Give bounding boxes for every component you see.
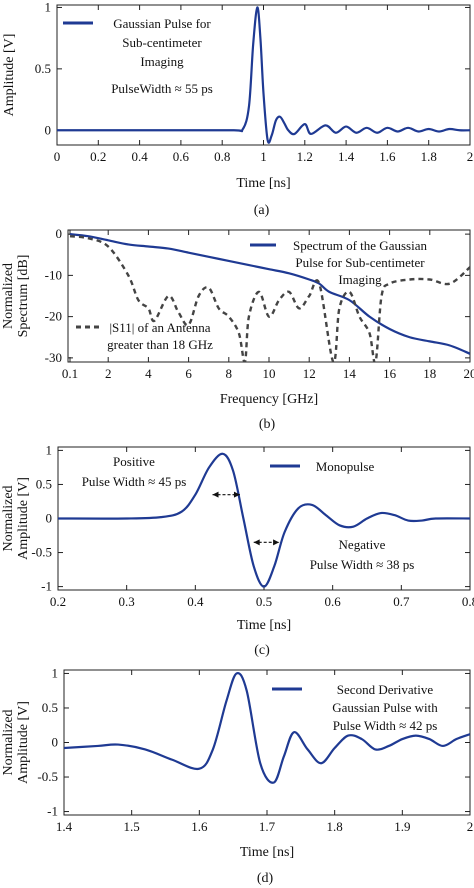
- x-tick-label: 0.6: [325, 594, 342, 609]
- annotation-pulse-width: PulseWidth ≈ 55 ps: [111, 81, 213, 96]
- x-tick-label: 10: [263, 366, 276, 381]
- positive-width-arrow-head-left: [212, 491, 219, 498]
- y-tick-label: -1: [47, 804, 58, 819]
- x-axis-label: Time [ns]: [240, 845, 294, 860]
- series-line-2: [69, 234, 470, 362]
- x-tick-label: 14: [343, 366, 357, 381]
- y-tick-label: -0.5: [31, 545, 52, 560]
- x-tick-label: 1.9: [394, 819, 410, 834]
- y-axis-label: Amplitude [V]: [2, 34, 17, 117]
- x-tick-label: 0.2: [90, 149, 106, 164]
- x-tick-label: 0: [54, 149, 61, 164]
- y-tick-label: -30: [45, 350, 62, 365]
- x-tick-label: 1.7: [259, 819, 276, 834]
- y-tick-label: 0: [56, 226, 63, 241]
- series-line-1: [57, 6, 470, 144]
- x-tick-label: 20: [464, 366, 474, 381]
- legend-label: Monopulse: [316, 459, 375, 474]
- y-tick-label: -20: [45, 309, 62, 324]
- x-tick-label: 12: [303, 366, 316, 381]
- series-line-1: [64, 672, 470, 784]
- legend-label: Second Derivative: [337, 682, 434, 697]
- panel-caption: (d): [257, 871, 274, 886]
- chart-panel-d: 1.4 1.5 1.6 1.7 1.8 1.9 2 1 0.5 0 -0.5 -1 Time [ns] (…: [1, 665, 473, 886]
- chart-panel-c: 0.2 0.3 0.4 0.5 0.6 0.7 0.8 1 0.5 0 -0.5 -1 Time [ns…: [1, 442, 474, 658]
- legend-label: |S11| of an Antenna: [109, 320, 210, 335]
- x-tick-label: 2: [467, 819, 474, 834]
- y-axis-label: Amplitude [V]: [16, 477, 31, 560]
- x-tick-label: 0.3: [119, 594, 135, 609]
- x-tick-label: 0.7: [393, 594, 410, 609]
- x-tick-label: 18: [423, 366, 436, 381]
- y-tick-label: -10: [45, 267, 62, 282]
- series-line-1: [58, 452, 470, 588]
- y-tick-label: 0: [46, 511, 53, 526]
- legend-label: greater than 18 GHz: [107, 337, 213, 352]
- x-tick-label: 0.2: [50, 594, 66, 609]
- x-tick-label: 0.8: [462, 594, 474, 609]
- x-tick-label: 0.4: [187, 594, 204, 609]
- x-tick-label: 0.5: [256, 594, 272, 609]
- x-tick-label: 0.6: [173, 149, 190, 164]
- annotation-negative: Negative: [339, 537, 386, 552]
- x-tick-label: 6: [185, 366, 192, 381]
- x-tick-label: 0.8: [214, 149, 230, 164]
- y-tick-label: -0.5: [37, 769, 58, 784]
- y-axis-label: Normalized: [1, 485, 16, 551]
- x-tick-label: 0.4: [131, 149, 148, 164]
- annotation-positive: Positive: [113, 454, 155, 469]
- x-tick-label: 4: [145, 366, 152, 381]
- x-tick-label: 16: [383, 366, 397, 381]
- annotation-negative: Pulse Width ≈ 38 ps: [310, 557, 415, 572]
- x-tick-label: 1.5: [124, 819, 140, 834]
- x-tick-label: 1.6: [379, 149, 396, 164]
- y-tick-label: 0: [52, 735, 59, 750]
- y-tick-label: 0.5: [36, 476, 52, 491]
- x-tick-label: 1.8: [421, 149, 437, 164]
- y-axis-label: Spectrum [dB]: [16, 255, 31, 338]
- legend-label: Pulse Width ≈ 42 ps: [333, 718, 438, 733]
- x-tick-label: 1.6: [191, 819, 208, 834]
- legend-label: Gaussian Pulse for: [113, 16, 211, 31]
- x-tick-label: 2: [467, 149, 474, 164]
- x-axis-label: Time [ns]: [237, 618, 291, 633]
- x-tick-label: 1.4: [338, 149, 355, 164]
- legend-label: Imaging: [338, 272, 382, 287]
- legend-label: Pulse for Sub-centimeter: [295, 255, 425, 270]
- positive-width-arrow-head-right: [233, 491, 240, 498]
- legend-label: Gaussian Pulse with: [332, 700, 438, 715]
- negative-width-arrow-head-left: [253, 539, 260, 546]
- y-tick-label: -1: [41, 579, 52, 594]
- y-tick-label: 1: [52, 665, 59, 680]
- y-axis-label: Normalized: [1, 263, 16, 329]
- chart-panel-a: 0 0.2 0.4 0.6 0.8 1 1.2 1.4 1.6 1.8 2 0 0.5 1 Time [ns…: [2, 0, 473, 218]
- x-tick-label: 1.2: [297, 149, 313, 164]
- y-axis-label: Amplitude [V]: [16, 701, 31, 784]
- y-tick-label: 0.5: [42, 700, 58, 715]
- panel-caption: (b): [259, 417, 276, 432]
- x-tick-label: 1.8: [327, 819, 343, 834]
- chart-panel-b: 0.1 2 4 6 8 10 12 14 16 18 20 0 -10 -20 -30 Frequency […: [1, 226, 474, 432]
- y-tick-label: 1: [46, 442, 53, 457]
- y-tick-label: 0.5: [35, 61, 51, 76]
- y-tick-label: 0: [45, 122, 52, 137]
- x-tick-label: 2: [105, 366, 112, 381]
- series-line-1: [69, 233, 470, 355]
- panel-caption: (a): [254, 203, 270, 218]
- x-axis-label: Time [ns]: [236, 176, 290, 191]
- x-tick-label: 1.4: [56, 819, 73, 834]
- x-axis-label: Frequency [GHz]: [220, 392, 318, 407]
- x-tick-label: 1: [260, 149, 267, 164]
- legend-label: Sub-centimeter: [122, 35, 202, 50]
- legend-label: Imaging: [140, 54, 184, 69]
- y-tick-label: 1: [45, 0, 52, 14]
- legend-label: Spectrum of the Gaussian: [293, 238, 427, 253]
- negative-width-arrow-head-right: [273, 539, 280, 546]
- x-tick-label: 0.1: [62, 366, 78, 381]
- panel-caption: (c): [254, 643, 270, 658]
- x-tick-label: 8: [226, 366, 233, 381]
- annotation-positive: Pulse Width ≈ 45 ps: [82, 474, 187, 489]
- y-axis-label: Normalized: [1, 709, 16, 775]
